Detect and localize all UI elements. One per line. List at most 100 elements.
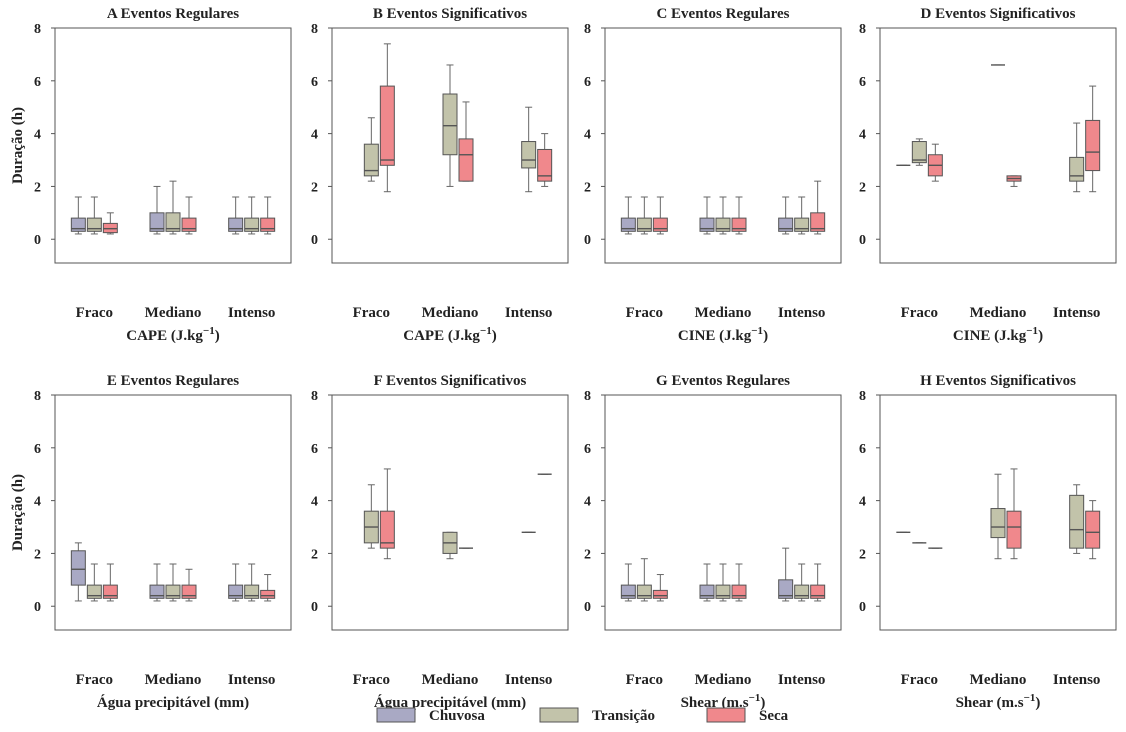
- panel-e-ytick-label-4: 4: [34, 495, 41, 510]
- panel-h-xtick-fraco: Fraco: [901, 672, 938, 688]
- panel-d-box-fraco-transicao-iqr: [911, 141, 927, 164]
- legend-label-transicao: Transição: [592, 708, 655, 724]
- panel-d-frame: [879, 27, 1117, 264]
- panel-f-title: F Eventos Significativos: [374, 373, 527, 389]
- panel-a-ylabel: Duração (h): [10, 107, 26, 184]
- panel-c-ytick-label-2: 2: [584, 180, 591, 195]
- panel-g-box-intenso-chuvosa-iqr: [778, 579, 794, 599]
- panel-c-xlabel: CINE (J.kg−1): [678, 325, 768, 344]
- legend-swatch-seca: [706, 707, 746, 723]
- panel-a-box-mediano-transicao-iqr: [165, 212, 181, 232]
- panel-a-box-intenso-seca: [260, 196, 276, 235]
- panel-d-ytick-label-8: 8: [859, 22, 866, 37]
- panel-b-box-mediano-transicao-iqr: [442, 93, 458, 156]
- panel-h-ytick-label-2: 2: [859, 547, 866, 562]
- panel-d-box-fraco-seca: [927, 143, 943, 182]
- panel-e-box-fraco-chuvosa-iqr: [70, 550, 86, 586]
- panel-g-ytick-label-6: 6: [584, 442, 591, 457]
- panel-c-box-intenso-chuvosa: [778, 196, 794, 235]
- panel-h-xtick-mediano: Mediano: [970, 672, 1027, 688]
- panel-d-ytick-label-2: 2: [859, 180, 866, 195]
- panel-b-box-fraco-seca-iqr: [379, 85, 395, 166]
- panel-d-ytick-label-4: 4: [859, 128, 866, 143]
- panel-h-box-intenso-transicao: [1069, 484, 1085, 554]
- panel-b-frame: [331, 27, 569, 264]
- panel-h-ytick-label-6: 6: [859, 442, 866, 457]
- panel-b-box-mediano-transicao: [442, 64, 458, 187]
- panel-h-xtick-intenso: Intenso: [1053, 672, 1101, 688]
- panel-a-xtick-intenso: Intenso: [228, 305, 276, 321]
- panel-d-xtick-intenso: Intenso: [1053, 305, 1101, 321]
- panel-b-box-fraco-transicao-iqr: [363, 143, 379, 177]
- panel-h-ytick-label-0: 0: [859, 600, 866, 615]
- panel-a-title: A Eventos Regulares: [107, 6, 239, 22]
- panel-a-box-mediano-transicao: [165, 180, 181, 235]
- panel-d: D Eventos Significativos 0 2 4 6 8 Fraco Median…: [859, 6, 1117, 344]
- panel-h-ytick-label-8: 8: [859, 389, 866, 404]
- panel-f-ytick-label-6: 6: [311, 442, 318, 457]
- panel-b-xtick-fraco: Fraco: [353, 305, 390, 321]
- panel-d-box-intenso-seca-iqr: [1085, 119, 1101, 172]
- panel-a-box-fraco-chuvosa: [70, 196, 86, 235]
- panel-c-xtick-mediano: Mediano: [695, 305, 752, 321]
- panel-f: F Eventos Significativos 0 2 4 6 8 Fraco Median…: [311, 373, 569, 711]
- panel-c-box-fraco-transicao: [636, 196, 652, 235]
- panel-e-ytick-label-6: 6: [34, 442, 41, 457]
- panel-a-box-intenso-chuvosa: [228, 196, 244, 235]
- panel-b-ytick-label-0: 0: [311, 233, 318, 248]
- panel-a-box-fraco-seca: [102, 212, 118, 235]
- panel-a-xtick-mediano: Mediano: [145, 305, 202, 321]
- panel-e-ytick-label-2: 2: [34, 547, 41, 562]
- panel-h-box-intenso-transicao-iqr: [1069, 494, 1085, 549]
- panel-f-box-fraco-seca-iqr: [379, 510, 395, 549]
- panel-g-ytick-label-0: 0: [584, 600, 591, 615]
- panel-b-box-intenso-transicao: [521, 106, 537, 193]
- panel-f-xlabel: Água precipitável (mm): [374, 694, 526, 711]
- panel-b-ytick-label-8: 8: [311, 22, 318, 37]
- panel-e-frame: [54, 394, 292, 631]
- panel-e-ytick-label-0: 0: [34, 600, 41, 615]
- panel-e-xtick-fraco: Fraco: [76, 672, 113, 688]
- panel-e-box-fraco-seca: [102, 563, 118, 602]
- panel-b-ytick-label-6: 6: [311, 75, 318, 90]
- panel-e-xtick-mediano: Mediano: [145, 672, 202, 688]
- panel-e-box-intenso-chuvosa: [228, 563, 244, 602]
- panel-f-ytick-label-4: 4: [311, 495, 318, 510]
- panel-e-title: E Eventos Regulares: [107, 373, 239, 389]
- panel-a: A Eventos Regulares 0 2 4 6 8 Duração (h) Fraco…: [10, 6, 292, 344]
- panel-g-box-intenso-seca: [810, 563, 826, 602]
- panel-f-box-mediano-transicao: [442, 531, 458, 560]
- panel-b-box-intenso-seca: [537, 133, 553, 187]
- panel-b-box-mediano-seca-iqr: [458, 138, 474, 182]
- panel-e-ylabel: Duração (h): [10, 474, 26, 551]
- panel-d-ytick-label-0: 0: [859, 233, 866, 248]
- panel-b-box-intenso-transicao-iqr: [521, 141, 537, 169]
- panel-e-box-mediano-chuvosa: [149, 563, 165, 602]
- legend-swatch-transicao: [539, 707, 579, 723]
- panel-g-box-intenso-chuvosa: [778, 547, 794, 602]
- panel-a-ytick-label-4: 4: [34, 128, 41, 143]
- panel-f-xtick-intenso: Intenso: [505, 672, 553, 688]
- panel-d-box-intenso-transicao: [1069, 122, 1085, 193]
- legend: Chuvosa Transição Seca: [376, 707, 789, 724]
- panel-a-ytick-label-6: 6: [34, 75, 41, 90]
- panel-a-ytick-label-2: 2: [34, 180, 41, 195]
- legend-label-chuvosa: Chuvosa: [429, 708, 485, 724]
- panel-c-ytick-label-4: 4: [584, 128, 591, 143]
- panel-h-ytick-label-4: 4: [859, 495, 866, 510]
- panel-c-xtick-fraco: Fraco: [626, 305, 663, 321]
- panel-e-xlabel: Água precipitável (mm): [97, 694, 249, 711]
- panel-b-xtick-intenso: Intenso: [505, 305, 553, 321]
- panel-g-ytick-label-2: 2: [584, 547, 591, 562]
- panel-e-box-fraco-chuvosa: [70, 542, 86, 602]
- panel-d-box-intenso-seca: [1085, 85, 1101, 193]
- panel-a-box-mediano-seca: [181, 196, 197, 235]
- panel-c-box-mediano-seca: [731, 196, 747, 235]
- panel-a-box-mediano-chuvosa-iqr: [149, 212, 165, 232]
- panel-b-box-fraco-seca: [379, 43, 395, 193]
- panel-g-box-fraco-transicao: [636, 558, 652, 602]
- panel-e-box-intenso-seca-iqr: [260, 589, 276, 599]
- panel-g-box-mediano-transicao: [715, 563, 731, 602]
- panel-f-frame: [331, 394, 569, 631]
- panel-g-box-fraco-chuvosa: [620, 563, 636, 602]
